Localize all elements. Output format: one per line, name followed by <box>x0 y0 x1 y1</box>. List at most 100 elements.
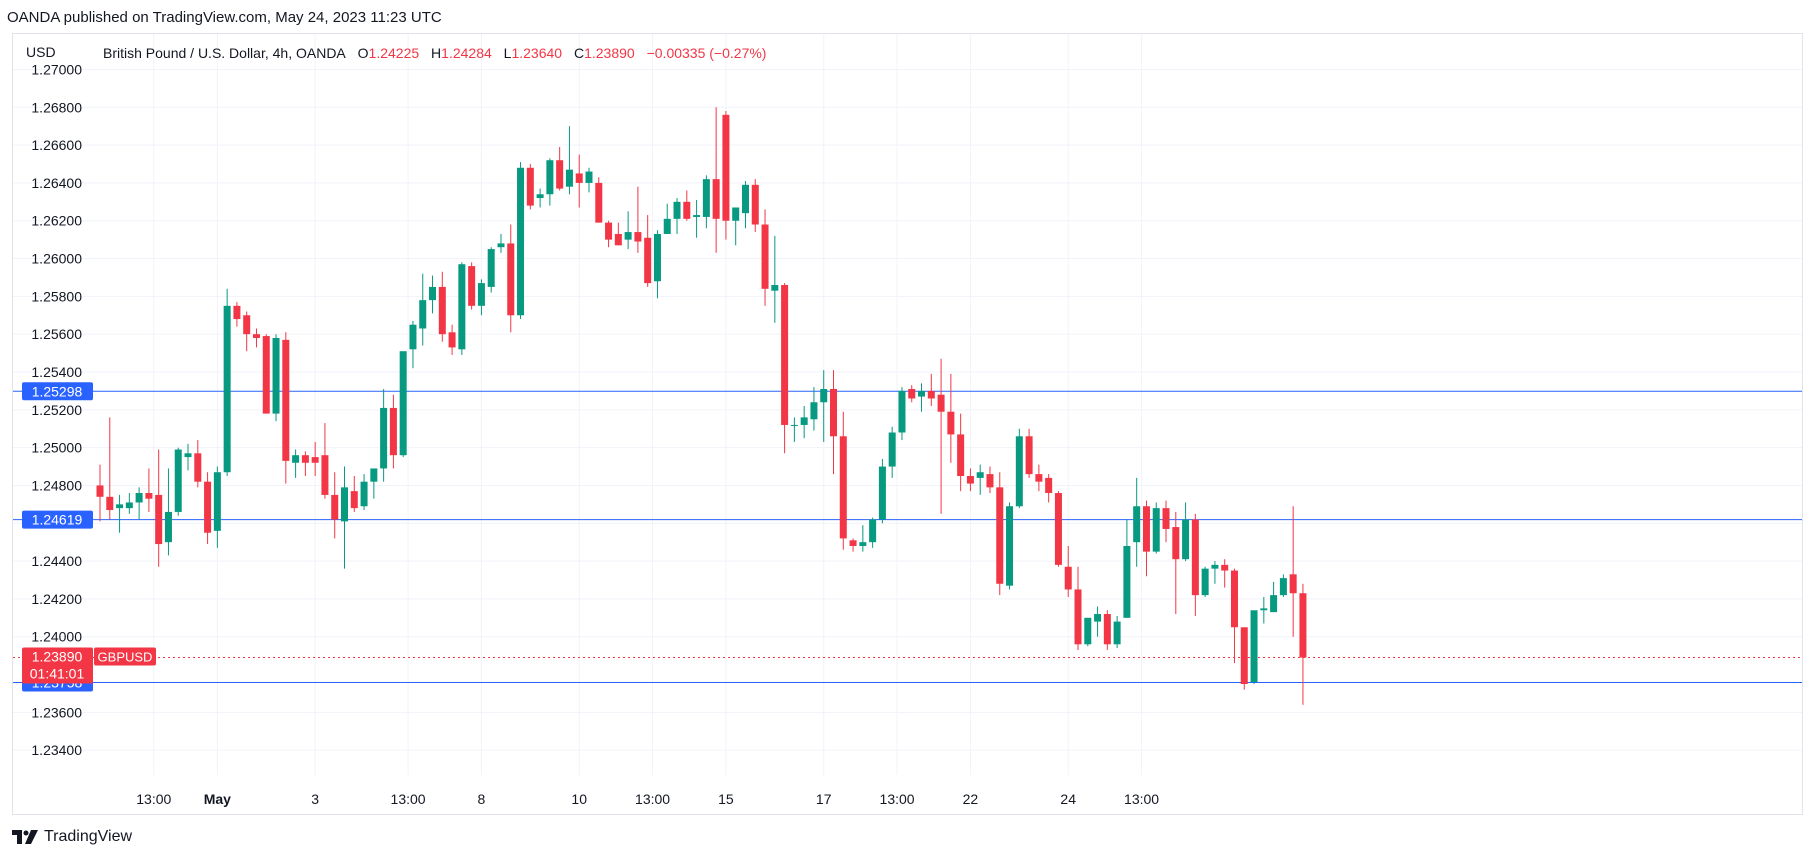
candle <box>556 146 564 191</box>
candle <box>800 406 808 439</box>
candle-body <box>419 300 427 329</box>
candle <box>790 417 798 442</box>
candle <box>908 385 916 403</box>
candle <box>1289 506 1297 637</box>
candle <box>1191 513 1199 616</box>
ohlc-close-label: C <box>573 45 585 61</box>
x-tick-label: 13:00 <box>635 791 670 807</box>
x-tick-label: 22 <box>963 791 979 807</box>
x-tick-label: 13:00 <box>880 791 915 807</box>
candle <box>771 235 779 323</box>
candle-body <box>937 394 945 412</box>
candle-body <box>135 493 143 503</box>
candle <box>282 332 290 484</box>
candle-body <box>213 472 221 531</box>
candle <box>1123 519 1131 618</box>
candle-body <box>595 182 603 223</box>
candle <box>419 273 427 346</box>
footer-brand: TradingView <box>44 828 133 845</box>
candle <box>1270 581 1278 613</box>
candle <box>370 468 378 499</box>
candle <box>859 525 867 552</box>
candle <box>741 181 749 229</box>
chart-frame[interactable] <box>12 33 1803 815</box>
y-tick-label: 1.24800 <box>31 477 82 493</box>
candle <box>1162 500 1170 543</box>
candle-body <box>360 481 368 507</box>
candle-body <box>732 207 740 221</box>
tradingview-logo-icon <box>12 830 38 844</box>
candle-body <box>116 504 124 509</box>
x-tick-label: 8 <box>478 791 486 807</box>
y-tick-label: 1.25200 <box>31 402 82 418</box>
candle-body <box>1240 627 1248 684</box>
y-tick-label: 1.25400 <box>31 364 82 380</box>
candle-body <box>1123 545 1131 618</box>
candle <box>204 472 212 545</box>
candle-body <box>565 169 573 187</box>
candle-body <box>174 449 182 512</box>
candle-body <box>800 417 808 425</box>
x-tick-label: 13:00 <box>136 791 171 807</box>
candle <box>1299 583 1307 705</box>
ohlc-high-value: 1.24284 <box>441 45 492 61</box>
candle-body <box>106 496 114 511</box>
candle <box>526 164 534 210</box>
candle <box>1182 502 1190 562</box>
candle <box>702 175 710 229</box>
candle <box>1201 566 1209 598</box>
candle <box>898 387 906 441</box>
candle-body <box>292 455 300 463</box>
candle <box>311 441 319 476</box>
candle <box>350 476 358 512</box>
grid <box>13 34 1802 775</box>
candle-body <box>878 466 886 520</box>
candle-body <box>673 201 681 219</box>
candle <box>712 107 720 253</box>
candle <box>732 207 740 246</box>
candle <box>937 358 945 514</box>
candle-body <box>1133 506 1141 543</box>
candle-body <box>693 215 701 217</box>
candle <box>487 247 495 293</box>
candle <box>1103 610 1111 650</box>
candle <box>595 177 603 223</box>
horizontal-levels <box>13 390 1802 683</box>
candle <box>957 413 965 492</box>
candle-body <box>614 233 622 246</box>
candle-body <box>477 283 485 306</box>
countdown-label: 01:41:01 <box>30 666 85 682</box>
candle-body <box>1182 519 1190 560</box>
level-badge <box>22 510 93 529</box>
candle-body <box>164 511 172 543</box>
candle-body <box>605 222 613 240</box>
candle-body <box>409 324 417 350</box>
candle-body <box>223 305 231 473</box>
candle-body <box>947 411 955 435</box>
candle <box>155 449 163 567</box>
published-caption: OANDA published on TradingView.com, May … <box>7 9 442 26</box>
symbol-badge <box>94 647 156 666</box>
y-tick-label: 1.25800 <box>31 288 82 304</box>
candle-body <box>438 286 446 335</box>
candle <box>507 224 515 333</box>
candle <box>389 394 397 469</box>
candle <box>1230 568 1238 664</box>
candle-body <box>243 315 251 335</box>
candle <box>517 162 525 320</box>
candle-body <box>233 305 241 320</box>
candle-body <box>282 339 290 461</box>
candle <box>1074 566 1082 650</box>
candle-body <box>839 436 847 539</box>
y-tick-label: 1.24000 <box>31 629 82 645</box>
candle-body <box>976 472 984 478</box>
candle <box>849 538 857 552</box>
candle-body <box>272 337 280 414</box>
candle <box>380 389 388 482</box>
candle-body <box>1015 436 1023 507</box>
ohlc-high-label: H <box>431 45 442 61</box>
candle-body <box>859 542 867 546</box>
candle <box>243 311 251 352</box>
candle-body <box>1103 614 1111 645</box>
